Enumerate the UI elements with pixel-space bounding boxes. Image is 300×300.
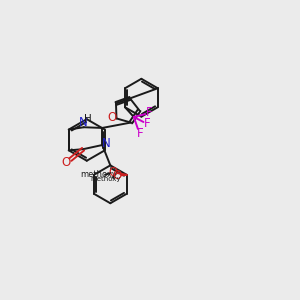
Text: N: N xyxy=(79,116,88,129)
Text: F: F xyxy=(137,127,143,140)
Text: O: O xyxy=(62,156,71,169)
Text: H: H xyxy=(84,114,92,124)
Text: O: O xyxy=(108,166,118,179)
Text: F: F xyxy=(144,117,151,130)
Text: O: O xyxy=(108,111,117,124)
Text: methoxy: methoxy xyxy=(80,170,117,179)
Text: O: O xyxy=(113,169,122,182)
Text: F: F xyxy=(146,106,153,119)
Text: N: N xyxy=(102,137,111,150)
Text: methoxy: methoxy xyxy=(91,176,121,182)
